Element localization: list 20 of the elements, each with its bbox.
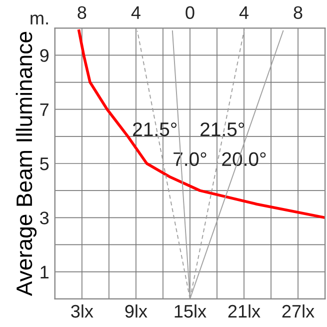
x2-tick-label: 4 — [239, 6, 248, 19]
annotation: 7.0° — [174, 152, 206, 166]
x2-tick-label: 8 — [78, 6, 86, 19]
annotation: 21.5° — [200, 122, 244, 136]
y-axis-title: Average Beam Illuminance — [16, 32, 37, 296]
y-tick-label: 7 — [40, 103, 48, 116]
y-tick-label: 9 — [40, 49, 49, 62]
x-tick-label: 27lx — [282, 304, 314, 318]
x2-tick-label: 8 — [294, 6, 302, 19]
x-tick-label: 21lx — [228, 304, 260, 318]
y-tick-label: 5 — [40, 158, 49, 170]
x-tick-label: 9lx — [125, 304, 148, 318]
text: m. — [30, 14, 48, 24]
x2-tick-label: 0 — [186, 6, 194, 19]
annotation: 20.0° — [222, 152, 266, 166]
y-tick-label: 1 — [40, 266, 48, 278]
x2-tick-label: 4 — [131, 6, 140, 19]
y-tick-label: 3 — [40, 212, 49, 224]
x-tick-label: 3lx — [71, 304, 94, 318]
x-tick-label: 15lx — [174, 304, 206, 318]
